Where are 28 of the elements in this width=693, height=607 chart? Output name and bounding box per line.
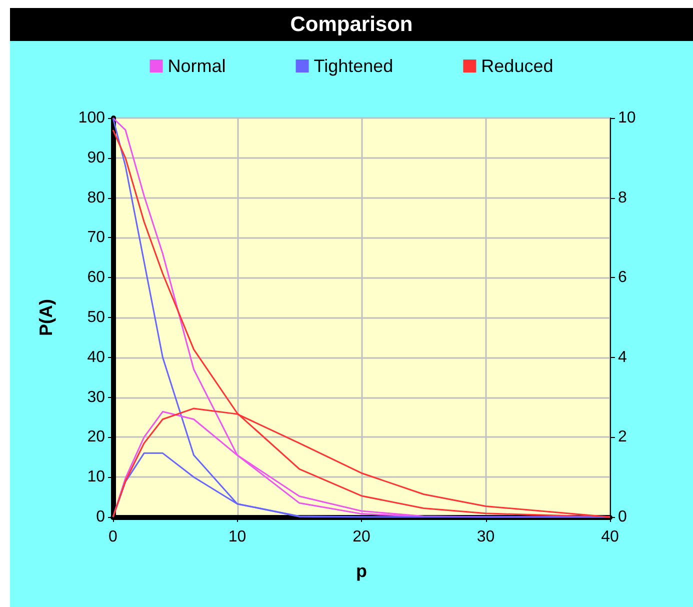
y2-tick-label: 10: [618, 110, 636, 126]
x-axis-title: p: [356, 561, 367, 581]
y2-tick-label: 8: [618, 189, 627, 206]
y-tick-label: 40: [87, 348, 106, 366]
y2-tick-label: 4: [618, 348, 627, 366]
x-tick-label: 40: [601, 528, 619, 546]
legend-label: Reduced: [481, 56, 554, 76]
y-tick-label: 50: [87, 309, 106, 326]
y-tick-label: 10: [87, 468, 106, 486]
x-tick-label: 10: [228, 528, 246, 546]
y-tick-label: 80: [87, 189, 106, 206]
x-tick-label: 30: [476, 528, 495, 546]
y2-tick-label: 0: [618, 508, 627, 526]
y-tick-label: 90: [87, 149, 106, 166]
y-tick-label: 30: [87, 388, 106, 406]
x-tick-label: 0: [108, 528, 118, 546]
y2-tick-label: 2: [618, 428, 627, 446]
legend-label: Normal: [168, 56, 226, 76]
chart-title: Comparison: [10, 8, 693, 41]
y-tick-label: 20: [87, 428, 106, 446]
y-tick-label: 60: [87, 269, 106, 286]
x-tick-label: 20: [352, 528, 370, 546]
legend-label: Tightened: [314, 56, 394, 76]
y-tick-label: 70: [87, 229, 106, 246]
y-tick-label: 0: [96, 508, 106, 526]
y2-tick-label: 6: [618, 269, 627, 286]
y-axis-title: P(A): [36, 299, 56, 336]
y-tick-label: 100: [78, 110, 106, 126]
